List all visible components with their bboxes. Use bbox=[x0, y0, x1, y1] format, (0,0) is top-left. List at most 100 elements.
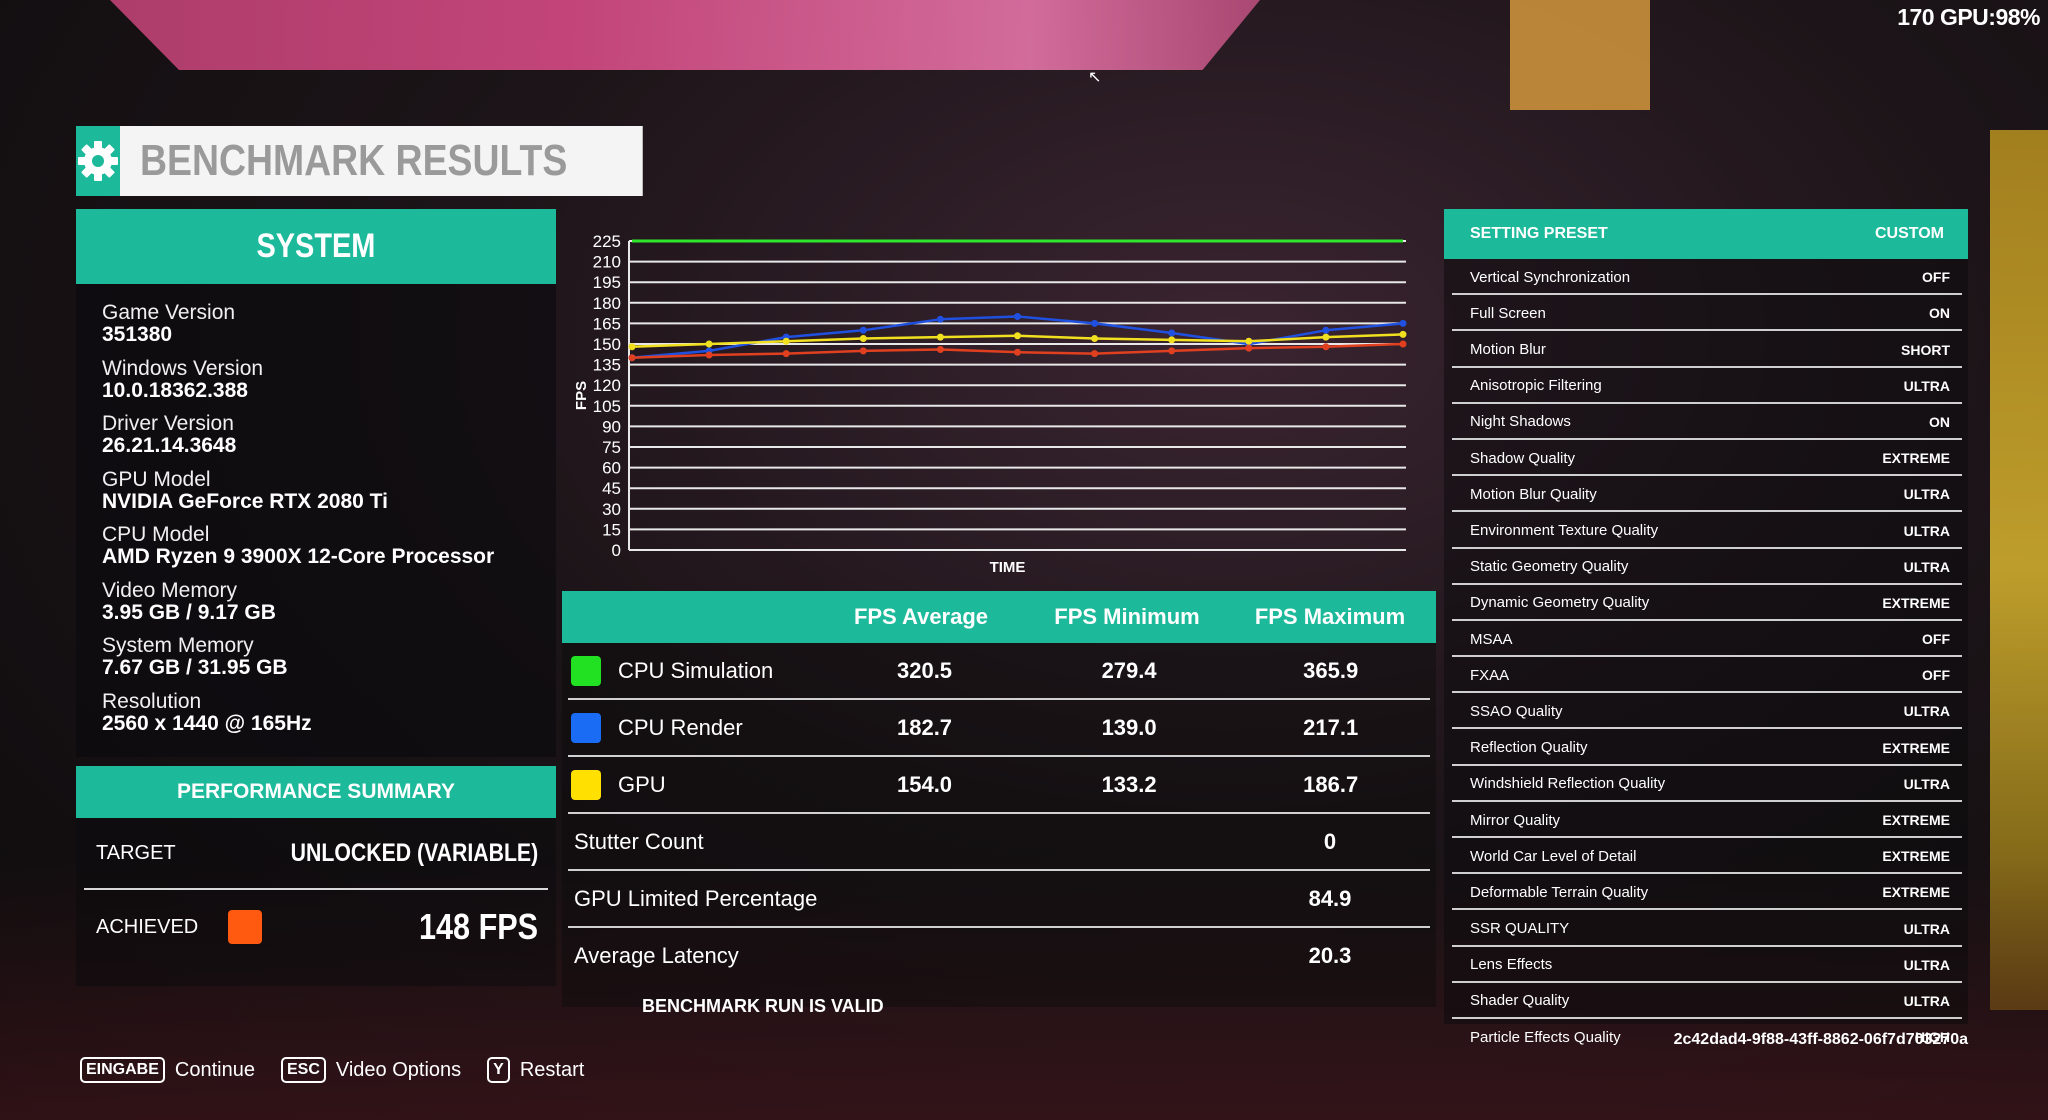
results-row: CPU Render 182.7 139.0 217.1 bbox=[568, 700, 1430, 757]
setting-value: ON bbox=[1929, 305, 1950, 322]
y-tick-label: 225 bbox=[593, 232, 621, 251]
setting-row: Dynamic Geometry Quality EXTREME bbox=[1452, 587, 1962, 621]
setting-value: OFF bbox=[1922, 631, 1950, 648]
system-info-value: 3.95 GB / 9.17 GB bbox=[102, 600, 276, 624]
fps-maximum-value: 186.7 bbox=[1303, 771, 1359, 797]
footer-action-label: Video Options bbox=[335, 1058, 462, 1081]
system-info-item: Video Memory 3.95 GB / 9.17 GB bbox=[102, 578, 556, 636]
system-info-value: 7.67 GB / 31.95 GB bbox=[102, 656, 288, 679]
system-info-label: GPU Model bbox=[102, 467, 211, 491]
setting-value: ULTRA bbox=[1903, 486, 1950, 503]
setting-value: ULTRA bbox=[1903, 956, 1950, 973]
series-point bbox=[1014, 313, 1021, 321]
setting-label: Dynamic Geometry Quality bbox=[1470, 594, 1650, 612]
series-point bbox=[1168, 336, 1176, 344]
series-point bbox=[936, 333, 944, 341]
series-point bbox=[936, 345, 944, 353]
setting-value: EXTREME bbox=[1882, 594, 1950, 611]
setting-row: World Car Level of Detail EXTREME bbox=[1452, 840, 1962, 875]
system-info-item: Windows Version 10.0.18362.388 bbox=[102, 356, 556, 414]
footer-action-video-options[interactable]: ESC Video Options bbox=[280, 1057, 462, 1083]
benchmark-id: 2c42dad4-9f88-43ff-8862-06f7d703270a bbox=[1673, 1031, 1968, 1048]
series-point bbox=[1091, 319, 1099, 327]
series-point bbox=[1168, 329, 1176, 337]
setting-label: Lens Effects bbox=[1470, 956, 1553, 974]
footer-action-label: Continue bbox=[174, 1058, 255, 1081]
y-tick-label: 135 bbox=[593, 356, 621, 375]
achieved-row: ACHIEVED 148 FPS bbox=[84, 890, 548, 964]
setting-label: Vertical Synchronization bbox=[1470, 268, 1631, 286]
system-info-label: System Memory bbox=[102, 634, 254, 657]
setting-label: Shadow Quality bbox=[1470, 449, 1576, 467]
system-info-item: CPU Model AMD Ryzen 9 3900X 12-Core Proce… bbox=[102, 524, 556, 580]
setting-row: Shadow Quality EXTREME bbox=[1452, 442, 1962, 477]
stat-row: GPU Limited Percentage 84.9 bbox=[568, 871, 1430, 928]
setting-row: FXAA OFF bbox=[1452, 659, 1962, 694]
achieved-value: 148 FPS bbox=[418, 906, 538, 947]
footer-action-restart[interactable]: Y Restart bbox=[487, 1057, 584, 1083]
setting-row: Environment Texture Quality ULTRA bbox=[1452, 515, 1962, 549]
system-title: SYSTEM bbox=[256, 227, 376, 265]
series-color-swatch bbox=[571, 712, 601, 743]
system-info-label: Game Version bbox=[102, 301, 236, 324]
series-point bbox=[1091, 335, 1099, 343]
y-tick-label: 90 bbox=[602, 417, 621, 436]
fps-maximum-value: 365.9 bbox=[1303, 657, 1359, 683]
system-info-item: Resolution 2560 x 1440 @ 165Hz bbox=[102, 689, 556, 747]
footer-action-continue[interactable]: EINGABE Continue bbox=[80, 1057, 255, 1083]
system-info-label: Resolution bbox=[102, 689, 202, 713]
system-info-value: NVIDIA GeForce RTX 2080 Ti bbox=[102, 489, 388, 513]
setting-label: Windshield Reflection Quality bbox=[1470, 775, 1666, 793]
setting-label: SSAO Quality bbox=[1470, 702, 1563, 720]
setting-label: Deformable Terrain Quality bbox=[1470, 883, 1649, 901]
results-rows: CPU Simulation 320.5 279.4 365.9 CPU Render 1… bbox=[562, 643, 1436, 814]
fps-average-value: 320.5 bbox=[896, 657, 953, 683]
series-point bbox=[628, 343, 636, 351]
series-point bbox=[859, 326, 867, 334]
page-header: BENCHMARK RESULTS bbox=[76, 126, 643, 196]
series-point bbox=[1245, 344, 1253, 352]
setting-label: Reflection Quality bbox=[1470, 739, 1588, 757]
series-name: CPU Render bbox=[618, 714, 743, 740]
setting-preset-value: CUSTOM bbox=[1874, 225, 1944, 242]
setting-value: HIGH bbox=[1915, 1029, 1950, 1046]
results-table: FPS Average FPS Minimum FPS Maximum CPU … bbox=[562, 591, 1436, 1007]
system-info-value: AMD Ryzen 9 3900X 12-Core Processor bbox=[102, 545, 495, 568]
series-point bbox=[1399, 330, 1407, 338]
setting-row: SSR QUALITY ULTRA bbox=[1452, 913, 1962, 947]
system-info-list: Game Version 351380 Windows Version 10.0.18… bbox=[76, 284, 556, 746]
setting-row: Particle Effects Quality HIGH bbox=[1452, 1021, 1962, 1053]
stat-label: GPU Limited Percentage bbox=[574, 885, 818, 911]
setting-row: Anisotropic Filtering ULTRA bbox=[1452, 370, 1962, 404]
y-tick-label: 75 bbox=[602, 438, 621, 457]
setting-value: ULTRA bbox=[1903, 377, 1950, 394]
system-info-item: Game Version 351380 bbox=[102, 302, 556, 358]
y-tick-label: 150 bbox=[593, 335, 621, 354]
y-tick-label: 105 bbox=[593, 397, 621, 416]
series-point bbox=[705, 351, 713, 359]
series-color-swatch bbox=[571, 769, 601, 800]
footer-action-label: Restart bbox=[519, 1058, 585, 1081]
fps-minimum-value: 139.0 bbox=[1101, 714, 1157, 740]
y-tick-label: 120 bbox=[593, 376, 621, 395]
y-tick-label: 60 bbox=[602, 459, 621, 478]
setting-value: EXTREME bbox=[1882, 848, 1950, 865]
y-tick-label: 30 bbox=[602, 500, 621, 519]
setting-row: Vertical Synchronization OFF bbox=[1452, 261, 1962, 296]
header-fps-maximum: FPS Maximum bbox=[1254, 604, 1406, 629]
settings-list: Vertical Synchronization OFF Full Screen ON… bbox=[1444, 261, 1968, 1053]
setting-value: ULTRA bbox=[1903, 920, 1950, 937]
performance-summary-header: PERFORMANCE SUMMARY bbox=[76, 766, 556, 818]
series-point bbox=[1168, 347, 1176, 355]
system-info-label: Video Memory bbox=[102, 578, 238, 602]
system-info-label: Windows Version bbox=[102, 356, 264, 380]
setting-label: Full Screen bbox=[1470, 304, 1546, 322]
y-tick-label: 15 bbox=[602, 520, 621, 539]
target-value: UNLOCKED (VARIABLE) bbox=[290, 838, 538, 867]
series-point bbox=[782, 337, 790, 345]
setting-label: World Car Level of Detail bbox=[1470, 847, 1637, 865]
series-name: CPU Simulation bbox=[618, 657, 774, 683]
setting-row: Mirror Quality EXTREME bbox=[1452, 804, 1962, 838]
series-point bbox=[1322, 333, 1330, 341]
header-fps-average: FPS Average bbox=[853, 604, 989, 629]
